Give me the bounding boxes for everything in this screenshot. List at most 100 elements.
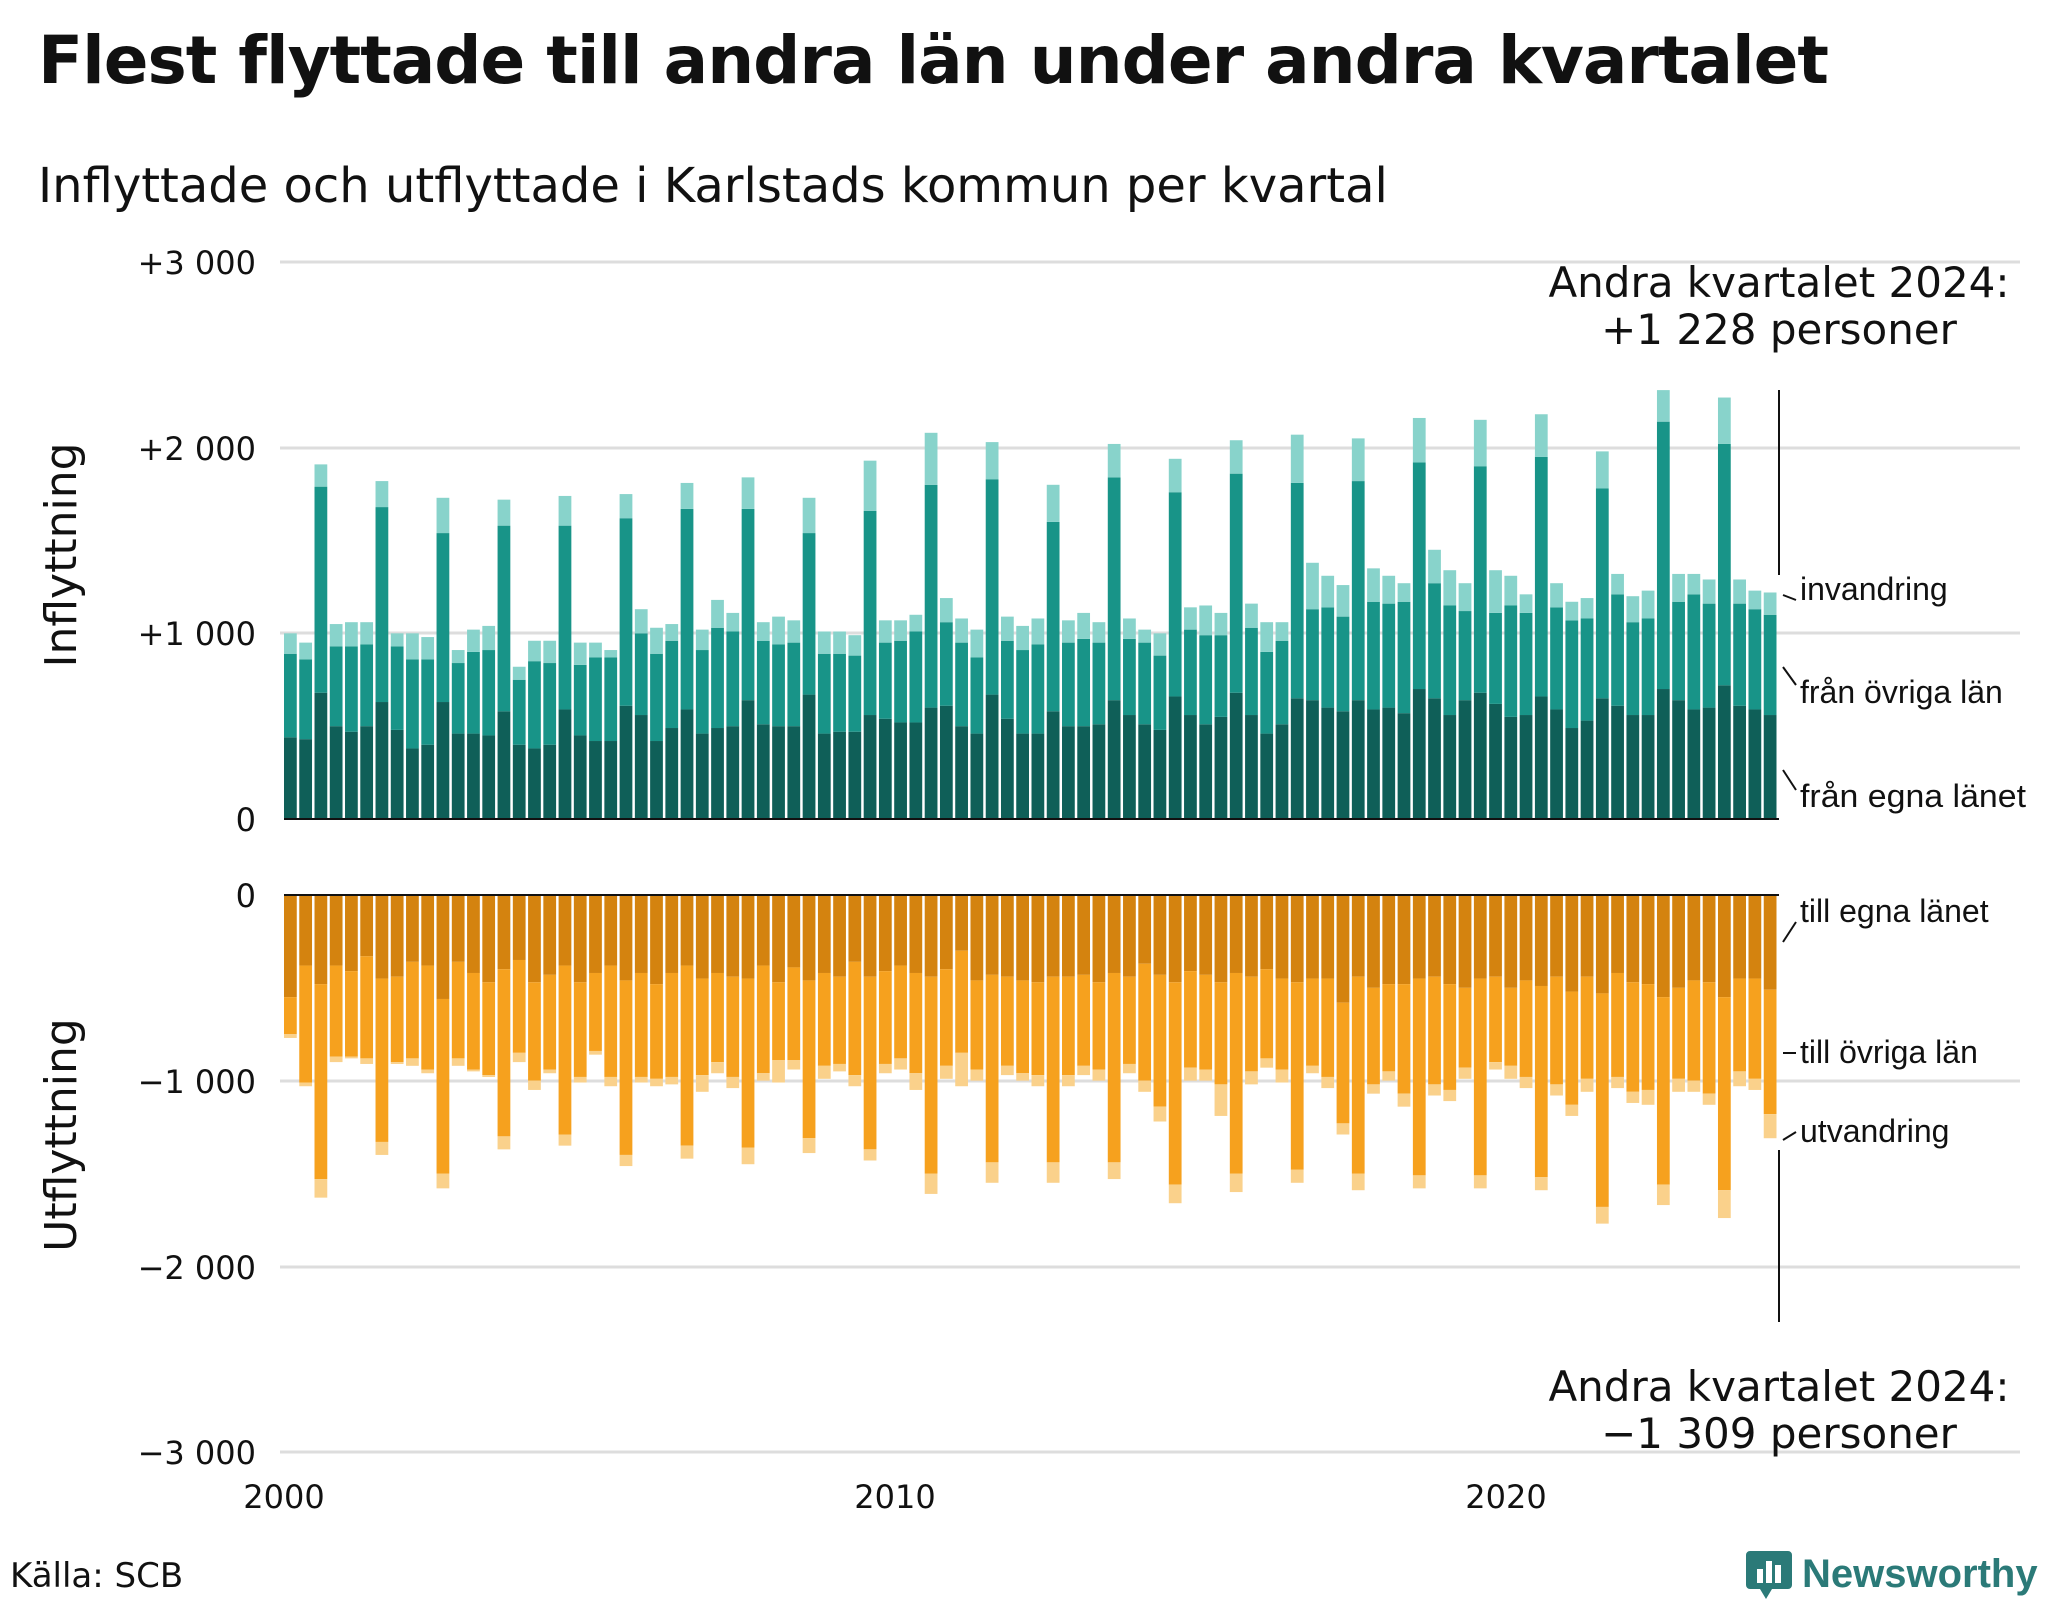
bar-in-other (1534, 456, 1548, 697)
bar-in-other (528, 661, 541, 749)
bar-out-other (314, 984, 328, 1180)
bar-in-immig (406, 633, 419, 660)
bar-in-immig (528, 640, 541, 662)
leader-fran-ovriga-lan (1782, 666, 1797, 686)
series-label-till-ovriga-lan: till övriga län (1800, 1034, 1978, 1070)
bar-out-own (1519, 895, 1533, 981)
bar-out-own (1275, 895, 1289, 979)
bar-out-other (650, 984, 663, 1079)
bar-out-emig (573, 1076, 587, 1083)
bar-out-other (1473, 978, 1487, 1176)
bar-in-other (345, 646, 358, 732)
bar-in-other (1062, 642, 1075, 727)
bar-in-immig (634, 609, 648, 634)
bar-out-emig (1153, 1106, 1167, 1122)
bar-out-emig (695, 1075, 709, 1092)
bar-out-other (1763, 989, 1777, 1115)
bar-in-immig (1611, 573, 1624, 595)
bar-out-other (802, 980, 816, 1139)
bar-in-own (970, 733, 984, 819)
bar-in-other (543, 663, 557, 745)
bar-out-other (1046, 976, 1060, 1163)
bar-out-emig (878, 1063, 892, 1074)
bar-out-other (1565, 991, 1579, 1105)
bar-out-own (1214, 895, 1228, 983)
bar-out-other (1138, 963, 1152, 1081)
bar-out-own (817, 895, 831, 973)
bar-out-emig (345, 1056, 358, 1059)
bar-out-emig (1245, 1071, 1258, 1085)
bar-out-other (970, 980, 984, 1070)
bar-in-other (360, 644, 374, 727)
bar-out-other (726, 976, 740, 1077)
bar-out-own (1168, 895, 1182, 983)
bar-in-immig (1717, 397, 1731, 444)
bar-out-emig (1138, 1080, 1152, 1092)
bar-out-other (1641, 984, 1655, 1090)
brand-logo: Newsworthy (1746, 1544, 2038, 1604)
bar-out-own (1245, 895, 1258, 977)
bar-out-emig (955, 1052, 968, 1087)
x-ticks: 2000 2010 2020 (243, 1478, 1546, 1516)
bar-out-own (528, 895, 541, 983)
bar-out-other (1595, 993, 1609, 1207)
bar-in-own (955, 726, 968, 819)
bar-out-own (741, 895, 755, 979)
bar-out-other (1306, 978, 1319, 1066)
bar-in-immig (1748, 590, 1762, 610)
brand-name: Newsworthy (1802, 1551, 2038, 1596)
bar-out-emig (650, 1078, 663, 1087)
bar-in-other (1763, 614, 1777, 716)
bar-out-emig (1626, 1091, 1640, 1103)
bar-out-emig (1580, 1078, 1594, 1092)
bar-out-emig (909, 1073, 923, 1090)
bar-out-emig (1702, 1093, 1716, 1105)
bar-in-own (909, 722, 923, 819)
bar-out-own (833, 895, 846, 977)
bar-in-other (1473, 466, 1487, 693)
bar-chart-bubble-icon (1746, 1551, 1792, 1599)
bar-out-emig (390, 1062, 404, 1064)
bar-in-immig (1077, 612, 1091, 639)
annotation-top-line2: +1 228 personer (1601, 305, 1958, 354)
bar-in-other (1092, 642, 1106, 725)
y-ticks: +3 000 +2 000 +1 000 0 0 −1 000 −2 000 −… (138, 244, 256, 1472)
bar-in-immig (695, 629, 709, 651)
bar-in-other (589, 657, 602, 742)
bar-in-own (512, 744, 526, 819)
bar-in-other (1733, 603, 1746, 706)
bar-in-immig (1214, 612, 1228, 636)
bar-out-own (695, 895, 709, 979)
bar-in-immig (863, 460, 877, 511)
bar-out-other (284, 997, 297, 1035)
bar-in-immig (299, 642, 313, 660)
bar-in-other (1443, 605, 1457, 716)
bar-out-emig (421, 1069, 435, 1074)
bar-in-other (1336, 616, 1350, 712)
y-tick-in-0: 0 (236, 801, 256, 839)
bar-out-other (1412, 978, 1426, 1176)
series-label-till-egna-lanet: till egna länet (1800, 893, 1989, 929)
bar-out-own (1397, 895, 1411, 985)
bar-in-immig (1199, 605, 1213, 636)
bar-in-immig (1443, 570, 1457, 606)
bar-out-other (1367, 987, 1380, 1085)
bar-out-other (848, 961, 862, 1076)
y-tick-out-0: 0 (236, 877, 256, 915)
bar-in-immig (604, 650, 618, 658)
bar-in-own (634, 715, 648, 819)
bar-out-emig (1717, 1190, 1731, 1219)
bar-in-other (680, 508, 694, 710)
bar-out-other (1031, 982, 1045, 1076)
bar-out-other (573, 982, 587, 1077)
bar-in-other (284, 653, 297, 738)
bar-out-emig (497, 1136, 511, 1150)
bar-out-other (1687, 980, 1701, 1081)
bar-out-own (1687, 895, 1701, 981)
bar-out-own (604, 895, 618, 966)
bar-in-own (467, 733, 480, 819)
bar-in-immig (1458, 583, 1472, 612)
bar-in-immig (1046, 484, 1060, 522)
bar-in-own (360, 726, 374, 819)
bar-out-emig (756, 1073, 770, 1081)
